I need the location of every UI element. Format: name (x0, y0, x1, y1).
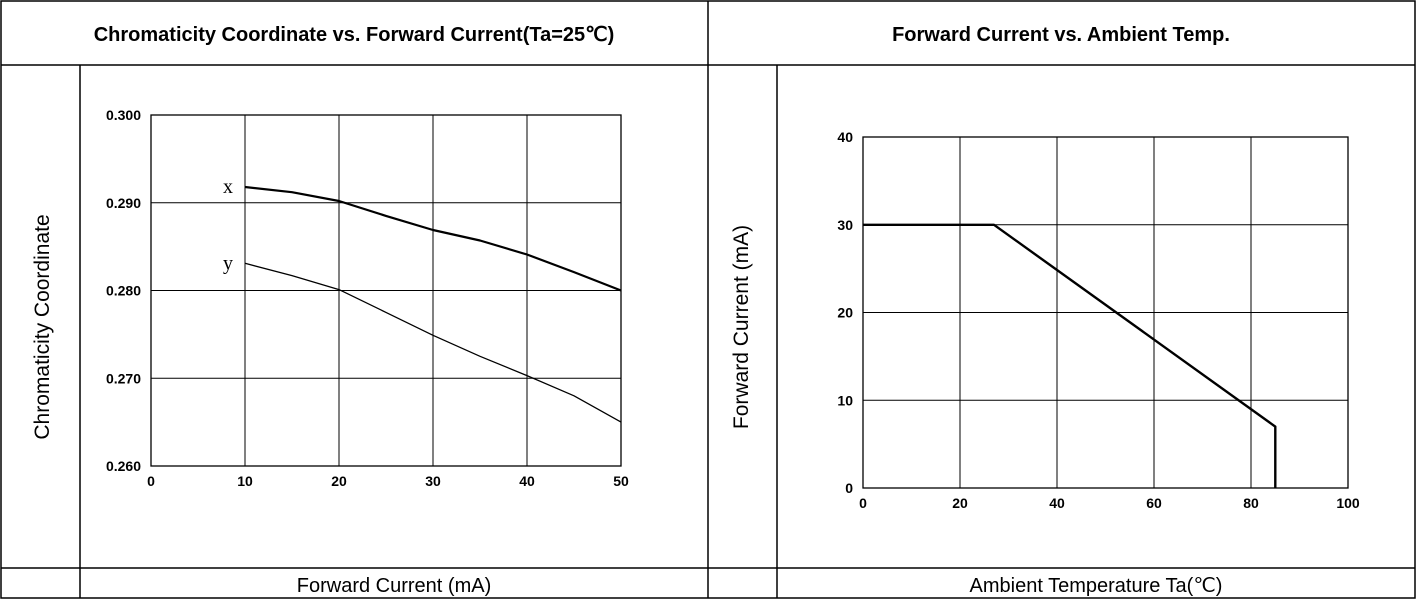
right-panel-title: Forward Current vs. Ambient Temp. (892, 24, 1230, 46)
forward-current-chart: 0 20 40 60 80 100 0 10 20 30 40 (837, 129, 1359, 511)
x-tick-label: 100 (1336, 495, 1360, 511)
x-tick-label: 20 (331, 473, 347, 489)
y-tick-label: 0.280 (106, 283, 141, 299)
left-y-axis-label: Chromaticity Coordinate (31, 214, 54, 439)
x-tick-label: 80 (1243, 495, 1259, 511)
x-tick-label: 40 (519, 473, 535, 489)
x-tick-label: 30 (425, 473, 441, 489)
plot-area-frame (862, 136, 1349, 489)
x-tick-label: 50 (613, 473, 629, 489)
y-tick-label: 0.290 (106, 195, 141, 211)
series-line-x (244, 185, 622, 292)
x-tick-label: 40 (1049, 495, 1065, 511)
x-tick-label: 10 (237, 473, 253, 489)
x-tick-label: 20 (952, 495, 968, 511)
y-tick-label: 0 (845, 480, 853, 496)
y-tick-label: 0.260 (106, 458, 141, 474)
y-tick-label: 0.270 (106, 370, 141, 386)
y-tick-label: 30 (837, 217, 853, 233)
x-tick-label: 0 (859, 495, 867, 511)
left-panel-title: Chromaticity Coordinate vs. Forward Curr… (94, 24, 615, 46)
chromaticity-chart: 0 10 20 30 40 50 0.260 0.270 0.280 0.290 0.300 x y (106, 107, 629, 489)
left-x-axis-label: Forward Current (mA) (297, 575, 491, 597)
right-y-axis-label: Forward Current (mA) (730, 225, 753, 429)
series-label-x: x (223, 176, 233, 198)
y-tick-label: 40 (837, 129, 853, 145)
series-label-y: y (223, 252, 233, 274)
y-tick-label: 0.300 (106, 107, 141, 123)
x-tick-label: 60 (1146, 495, 1162, 511)
x-tick-label: 0 (147, 473, 155, 489)
y-tick-label: 10 (837, 392, 853, 408)
series-line-0 (863, 223, 1277, 488)
series-line-y (244, 262, 622, 423)
y-tick-label: 20 (837, 305, 853, 321)
right-x-axis-label: Ambient Temperature Ta(℃) (970, 575, 1223, 597)
